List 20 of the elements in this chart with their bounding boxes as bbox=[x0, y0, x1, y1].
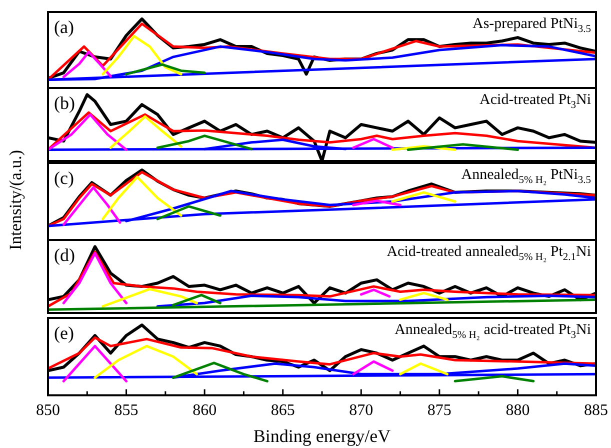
annotation: (e) bbox=[54, 323, 74, 343]
annotation: Acid-treated annealed$_{5% H₂}$ Pt$_{2.1}$Ni bbox=[386, 244, 591, 264]
annotation: (c) bbox=[54, 168, 74, 188]
annotation: (d) bbox=[54, 245, 75, 265]
annotation: Annealed$_{5% H₂}$ PtNi$_{3.5}$ bbox=[461, 167, 591, 186]
y-axis-title: Intensity/(a.u.) bbox=[6, 150, 26, 250]
annotation: Annealed$_{5% H₂}$ acid-treated Pt$_{3}$Ni bbox=[394, 322, 591, 342]
x-axis-title: Binding energy/eV bbox=[253, 426, 391, 446]
annotation: (a) bbox=[54, 17, 74, 37]
x-tick-label: 860 bbox=[192, 402, 217, 420]
annotation: Acid-treated Pt$_{3}$Ni bbox=[480, 92, 591, 112]
x-tick-label: 870 bbox=[349, 402, 374, 420]
x-tick-label: 865 bbox=[270, 402, 295, 420]
annotation: As-prepared PtNi$_{3.5}$ bbox=[472, 16, 591, 36]
x-tick-label: 875 bbox=[427, 402, 452, 420]
x-tick-label: 880 bbox=[506, 402, 530, 420]
x-tick-label: 885 bbox=[584, 402, 608, 420]
annotation: (b) bbox=[54, 93, 75, 113]
x-tick-label: 855 bbox=[114, 402, 138, 420]
x-tick-label: 850 bbox=[36, 402, 60, 420]
